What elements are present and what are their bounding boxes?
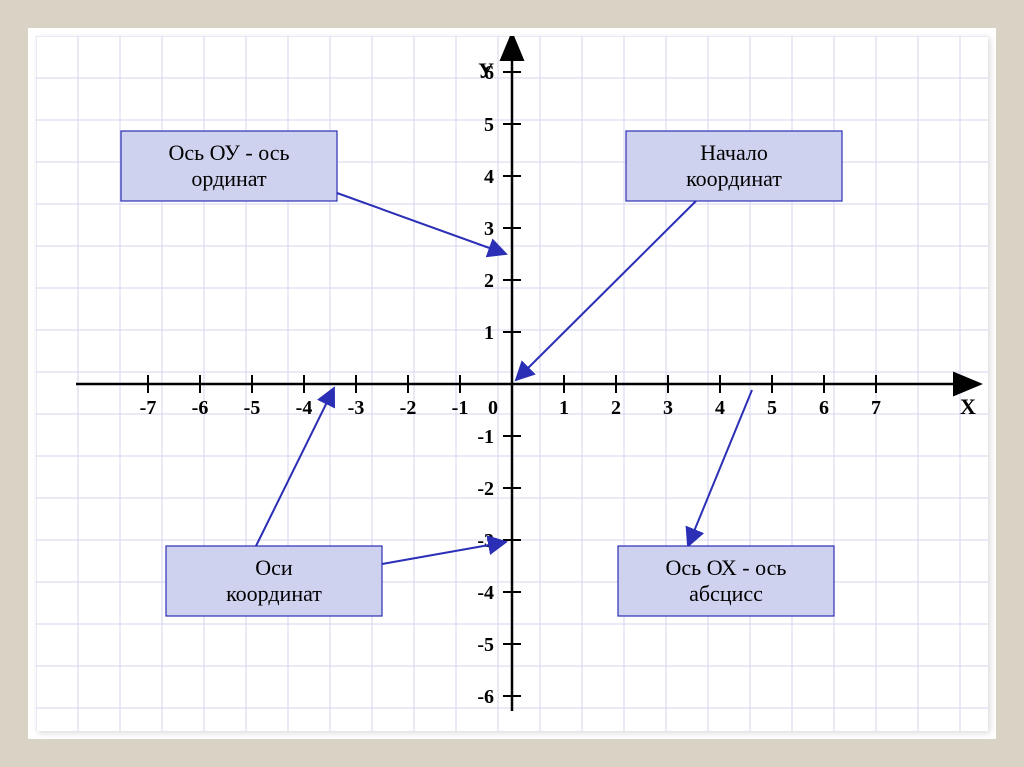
callout-origin-text: координат [686, 166, 782, 191]
x-axis-label: Х [960, 394, 976, 419]
callout-origin-text: Начало [700, 140, 768, 165]
y-tick-label: -5 [477, 634, 494, 656]
y-tick-label: -4 [477, 582, 494, 604]
slide-outer: -7 -6 -5 -4 -3 -2 -1 1 2 3 4 5 6 7 -6 -5 -4 -3 -2 -1 1 2 3 4 5 6… [0, 0, 1024, 767]
x-tick-label: 1 [559, 397, 569, 419]
x-tick-label: 7 [871, 397, 881, 419]
y-tick-label: -3 [477, 530, 494, 552]
callout-axes-text: координат [226, 581, 322, 606]
y-tick-label: 2 [484, 270, 494, 292]
arrow-ordinate [337, 193, 506, 254]
x-tick-label: 2 [611, 397, 621, 419]
callout-ordinate-text: Ось ОУ - ось [168, 140, 289, 165]
y-tick-label: 5 [484, 114, 494, 136]
y-tick-label: -2 [477, 478, 494, 500]
callout-ordinate-text: ординат [191, 166, 267, 191]
x-tick-label: -7 [140, 397, 157, 419]
y-tick-label: -6 [477, 686, 494, 708]
arrow-origin [516, 201, 696, 380]
origin-label: 0 [488, 397, 498, 419]
callout-abscissa-text: Ось ОХ - ось [666, 555, 787, 580]
graph-paper: -7 -6 -5 -4 -3 -2 -1 1 2 3 4 5 6 7 -6 -5 -4 -3 -2 -1 1 2 3 4 5 6… [36, 36, 988, 731]
y-tick-label: -1 [477, 426, 494, 448]
arrow-axes-to-y [382, 542, 506, 564]
x-tick-label: 6 [819, 397, 829, 419]
coordinate-plane-svg: -7 -6 -5 -4 -3 -2 -1 1 2 3 4 5 6 7 -6 -5 -4 -3 -2 -1 1 2 3 4 5 6… [36, 36, 988, 731]
y-tick-label: 1 [484, 322, 494, 344]
y-tick-label: 3 [484, 218, 494, 240]
x-tick-label: 4 [715, 397, 725, 419]
y-axis-label: У [478, 58, 494, 83]
x-ticks: -7 -6 -5 -4 -3 -2 -1 1 2 3 4 5 6 7 [140, 375, 881, 419]
x-tick-label: -1 [452, 397, 469, 419]
y-tick-label: 4 [484, 166, 494, 188]
x-tick-label: 5 [767, 397, 777, 419]
x-tick-label: -6 [192, 397, 209, 419]
x-tick-label: -5 [244, 397, 261, 419]
x-tick-label: 3 [663, 397, 673, 419]
x-tick-label: -4 [296, 397, 313, 419]
x-tick-label: -2 [400, 397, 417, 419]
callout-abscissa-text: абсцисс [689, 581, 763, 606]
x-tick-label: -3 [348, 397, 365, 419]
callout-axes-text: Оси [255, 555, 293, 580]
